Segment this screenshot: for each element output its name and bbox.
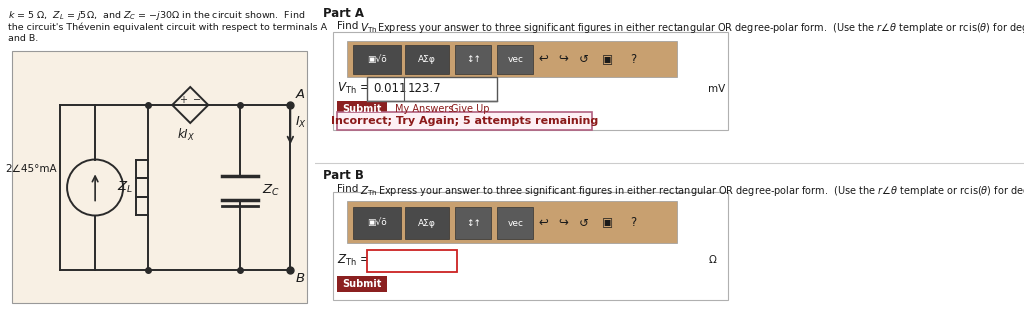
Text: $Z_{\mathrm{Th}}$ =: $Z_{\mathrm{Th}}$ = (337, 253, 371, 267)
Text: ↺: ↺ (579, 53, 588, 66)
Text: mV: mV (709, 84, 725, 94)
FancyBboxPatch shape (368, 77, 498, 101)
Text: $V_{\mathrm{Th}}$: $V_{\mathrm{Th}}$ (360, 21, 378, 35)
FancyBboxPatch shape (498, 207, 534, 239)
Text: ▣: ▣ (602, 216, 612, 229)
FancyBboxPatch shape (337, 276, 387, 292)
FancyBboxPatch shape (347, 201, 677, 243)
Text: ?: ? (630, 53, 636, 66)
Text: ↩: ↩ (539, 216, 548, 229)
FancyBboxPatch shape (334, 32, 728, 130)
Text: 123.7: 123.7 (408, 83, 441, 96)
Text: Submit: Submit (343, 105, 382, 114)
Text: $Z_C$: $Z_C$ (262, 183, 281, 198)
Text: ΑΣφ: ΑΣφ (419, 218, 436, 227)
Text: Part B: Part B (324, 169, 365, 182)
Text: Find: Find (337, 21, 362, 31)
Text: ↩: ↩ (539, 53, 548, 66)
Text: the circuit's Thévenin equivalent circuit with respect to terminals A: the circuit's Thévenin equivalent circui… (8, 22, 327, 32)
FancyBboxPatch shape (12, 51, 307, 303)
Text: Express your answer to three significant figures in either rectangular OR degree: Express your answer to three significant… (378, 21, 1024, 35)
Text: ↕↑: ↕↑ (466, 55, 481, 64)
FancyBboxPatch shape (406, 45, 450, 74)
Text: $I_X$: $I_X$ (295, 114, 307, 130)
Text: $k$ = 5 Ω,  $Z_L$ = $j$5Ω,  and $Z_C$ = −$j$30Ω in the circuit shown.  Find: $k$ = 5 Ω, $Z_L$ = $j$5Ω, and $Z_C$ = −$… (8, 9, 305, 22)
Text: Incorrect; Try Again; 5 attempts remaining: Incorrect; Try Again; 5 attempts remaini… (331, 116, 598, 126)
Text: 0.011: 0.011 (374, 83, 407, 96)
Text: $kI_X$: $kI_X$ (177, 127, 196, 143)
Text: ↪: ↪ (558, 216, 568, 229)
Text: ▣√ō: ▣√ō (368, 218, 387, 227)
Text: Part A: Part A (324, 7, 365, 20)
Text: Ω: Ω (709, 255, 716, 265)
Text: A: A (295, 88, 304, 101)
FancyBboxPatch shape (337, 112, 592, 130)
Text: B: B (295, 272, 304, 285)
Text: ?: ? (630, 216, 636, 229)
Text: 2∠45°mA: 2∠45°mA (5, 164, 57, 175)
FancyBboxPatch shape (353, 45, 401, 74)
Text: Express your answer to three significant figures in either rectangular OR degree: Express your answer to three significant… (378, 184, 1024, 198)
Text: $Z_{\mathrm{Th}}$: $Z_{\mathrm{Th}}$ (360, 184, 378, 198)
FancyBboxPatch shape (368, 250, 458, 272)
Text: Submit: Submit (343, 279, 382, 289)
Text: ↪: ↪ (558, 53, 568, 66)
FancyBboxPatch shape (406, 207, 450, 239)
FancyBboxPatch shape (456, 207, 492, 239)
FancyBboxPatch shape (353, 207, 401, 239)
Text: ▣√ō: ▣√ō (368, 55, 387, 64)
Text: +: + (179, 95, 187, 105)
Text: ↺: ↺ (579, 216, 588, 229)
FancyBboxPatch shape (337, 101, 387, 118)
Text: ↕↑: ↕↑ (466, 218, 481, 227)
FancyBboxPatch shape (334, 192, 728, 300)
Text: My Answers: My Answers (395, 105, 454, 114)
FancyBboxPatch shape (347, 41, 677, 77)
Text: $Z_L$: $Z_L$ (117, 180, 133, 195)
Text: Give Up: Give Up (452, 105, 489, 114)
FancyBboxPatch shape (456, 45, 492, 74)
FancyBboxPatch shape (498, 45, 534, 74)
Text: $V_{\mathrm{Th}}$ =: $V_{\mathrm{Th}}$ = (337, 81, 371, 96)
Text: ▣: ▣ (602, 53, 612, 66)
Text: vec: vec (507, 55, 523, 64)
Text: −: − (194, 95, 202, 105)
Text: ΑΣφ: ΑΣφ (419, 55, 436, 64)
Text: Find: Find (337, 184, 362, 194)
Text: and B.: and B. (8, 34, 38, 43)
Text: vec: vec (507, 218, 523, 227)
